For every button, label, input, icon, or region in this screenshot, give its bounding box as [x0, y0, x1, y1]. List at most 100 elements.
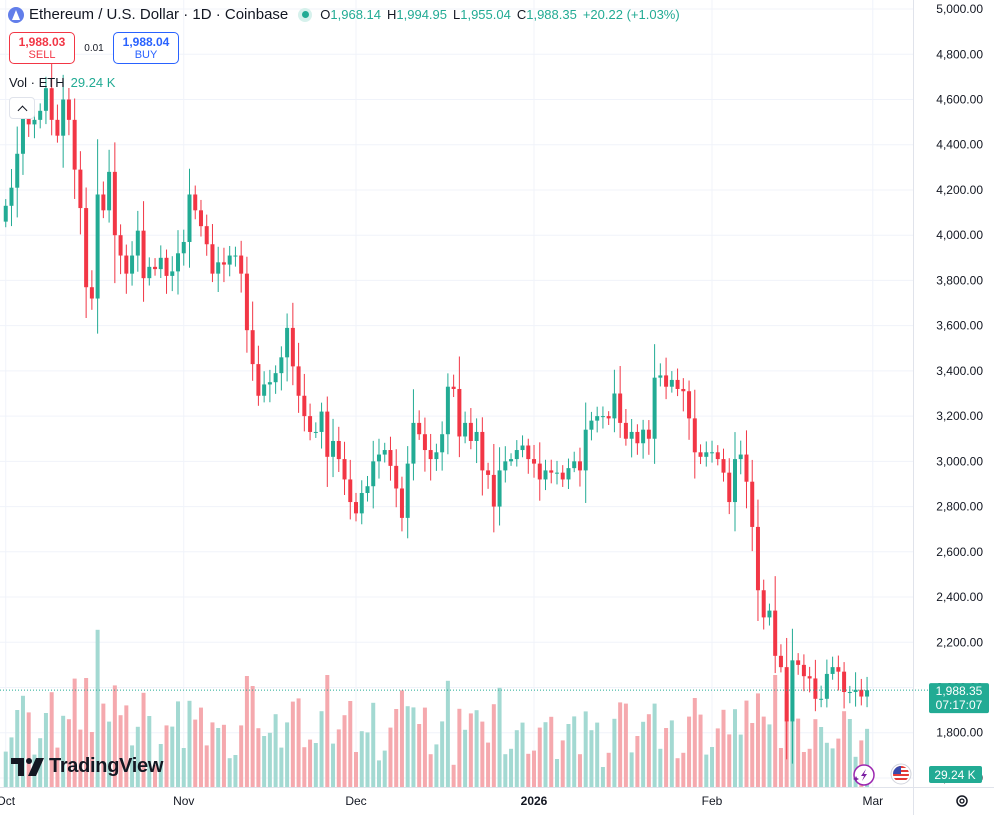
volume-bar — [767, 724, 772, 787]
candle-body — [434, 452, 439, 460]
candle-body — [72, 119, 77, 170]
candle-body — [836, 667, 841, 672]
current-price-label: 1,988.35 07:17:07 — [929, 683, 989, 714]
volume-bar — [652, 703, 657, 787]
candle-body — [589, 420, 594, 430]
candle-body — [325, 411, 330, 457]
volume-bar — [20, 695, 25, 787]
volume-bar — [233, 755, 238, 787]
volume-bar — [428, 754, 433, 787]
price-tick-label: 3,200.00 — [936, 409, 983, 423]
price-tick-label: 3,600.00 — [936, 319, 983, 333]
volume-bar — [336, 729, 341, 787]
volume-bar — [49, 692, 54, 787]
tradingview-icon — [11, 757, 44, 776]
candle-body — [262, 384, 267, 396]
volume-bar — [198, 707, 203, 787]
candle-body — [623, 422, 628, 439]
volume-bar — [204, 745, 209, 787]
candle-body — [147, 266, 152, 279]
volume-bar — [15, 710, 20, 787]
ohlc-low: L1,955.04 — [453, 7, 511, 22]
volume-bar — [675, 758, 680, 787]
candle-body — [721, 459, 726, 473]
candle-body — [61, 99, 66, 136]
candle-body — [727, 472, 732, 503]
candle-body — [445, 386, 450, 435]
volume-bar — [112, 685, 117, 787]
volume-bar — [193, 719, 198, 787]
volume-bar — [509, 748, 514, 787]
candle-body — [417, 422, 422, 435]
candle-body — [388, 450, 393, 466]
volume-bar — [623, 703, 628, 787]
candle-body — [520, 445, 525, 451]
market-status-icon[interactable] — [298, 7, 313, 22]
sell-button[interactable]: 1,988.03 SELL — [9, 32, 75, 64]
candle-body — [755, 526, 760, 591]
spread-value: 0.01 — [84, 42, 104, 54]
candle-body — [801, 664, 806, 677]
volume-bar — [836, 738, 841, 787]
sell-price: 1,988.03 — [18, 34, 66, 49]
volume-bar — [801, 752, 806, 787]
candle-body — [256, 364, 261, 396]
volume-bar — [532, 750, 537, 787]
candle-body — [773, 610, 778, 656]
settings-icon[interactable] — [956, 795, 968, 807]
candle-body — [681, 388, 686, 392]
candle-body — [158, 257, 163, 270]
price-tick-label: 3,400.00 — [936, 364, 983, 378]
volume-bar — [796, 718, 801, 787]
volume-bar — [807, 748, 812, 787]
price-change: +20.22 (+1.03%) — [582, 7, 680, 22]
time-axis[interactable]: Oct Nov Dec 2026 Feb Mar — [0, 794, 883, 808]
volume-bar — [84, 678, 89, 787]
volume-bar — [549, 716, 554, 787]
candle-body — [641, 429, 646, 444]
volume-bar — [606, 752, 611, 787]
volume-bar — [830, 748, 835, 787]
candle-body — [503, 461, 508, 471]
candle-body — [244, 273, 249, 331]
volume-bar — [434, 744, 439, 787]
volume-bar — [761, 716, 766, 787]
candle-body — [698, 452, 703, 457]
volume-bar — [227, 758, 232, 787]
candle-body — [181, 241, 186, 254]
volume-bar — [635, 736, 640, 787]
volume-bar — [537, 727, 542, 787]
volume-bar — [681, 752, 686, 787]
lightning-icon[interactable] — [853, 764, 875, 786]
volume-bar — [279, 747, 284, 787]
candle-body — [394, 465, 399, 489]
tradingview-logo[interactable]: TradingView — [11, 755, 163, 778]
volume-bar — [3, 751, 8, 787]
volume-bar — [486, 742, 491, 787]
candle-body — [543, 470, 548, 480]
price-axis[interactable]: 1,600.001,800.002,000.002,200.002,400.00… — [936, 2, 983, 785]
price-tick-label: 5,000.00 — [936, 2, 983, 16]
candle-body — [365, 486, 370, 494]
symbol-title[interactable]: Ethereum / U.S. Dollar · 1D · Coinbase — [29, 6, 289, 23]
candle-body — [807, 676, 812, 679]
symbol-legend: Ethereum / U.S. Dollar · 1D · Coinbase O… — [8, 6, 680, 23]
buy-label: BUY — [134, 48, 158, 61]
volume-bar — [101, 703, 106, 787]
volume-bar — [95, 629, 100, 787]
volume-bar — [664, 728, 669, 787]
candle-body — [704, 452, 709, 457]
time-tick-label: Dec — [345, 794, 366, 808]
candle-body — [658, 375, 663, 378]
candle-body — [107, 171, 112, 211]
volume-bar — [147, 716, 152, 787]
collapse-legend-button[interactable] — [9, 97, 35, 119]
buy-button[interactable]: 1,988.04 BUY — [113, 32, 179, 64]
candle-body — [440, 434, 445, 453]
candle-body — [549, 470, 554, 473]
candle-body — [595, 416, 600, 421]
candle-body — [784, 667, 789, 722]
volume-bar — [658, 748, 663, 787]
us-flag-icon[interactable] — [890, 763, 912, 785]
